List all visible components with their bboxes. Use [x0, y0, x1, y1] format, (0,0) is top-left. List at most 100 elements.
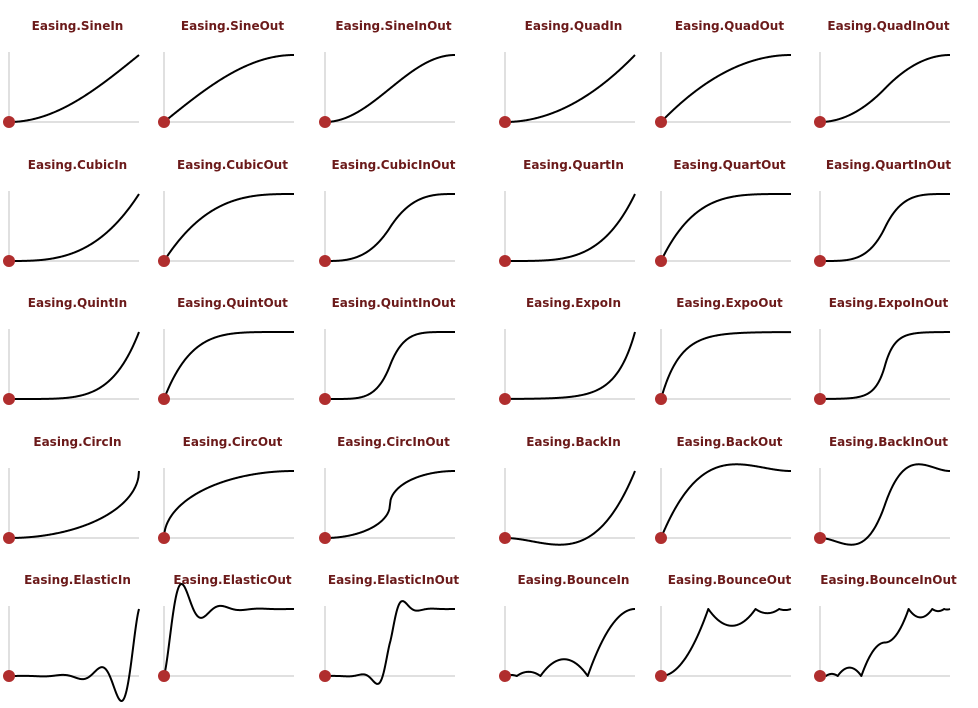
easing-chart-expoinout: Easing.ExpoInOut: [811, 277, 966, 415]
easing-plot: [814, 606, 951, 682]
easing-curve: [163, 54, 295, 123]
easing-chart-elasticout: Easing.ElasticOut: [155, 554, 310, 692]
easing-chart-quintin: Easing.QuintIn: [0, 277, 155, 415]
start-marker: [319, 670, 331, 682]
easing-plot: [499, 468, 636, 546]
start-marker: [655, 255, 667, 267]
start-marker: [3, 393, 15, 405]
easing-plot: [814, 52, 951, 128]
easing-plot: [814, 191, 951, 267]
start-marker: [655, 393, 667, 405]
easing-chart-quadin: Easing.QuadIn: [496, 0, 651, 138]
easing-plot: [499, 191, 636, 267]
easing-plot: [3, 606, 140, 702]
start-marker: [319, 532, 331, 544]
easing-plot: [814, 329, 951, 405]
easing-plot: [499, 329, 636, 405]
chart-title: Easing.QuartInOut: [825, 158, 952, 172]
easing-chart-quartin: Easing.QuartIn: [496, 139, 651, 277]
easing-chart-quintinout: Easing.QuintInOut: [316, 277, 471, 415]
start-marker: [319, 255, 331, 267]
easing-curve: [504, 470, 636, 546]
chart-title: Easing.QuadIn: [524, 19, 623, 33]
easing-curve: [8, 470, 140, 539]
chart-title: Easing.SineIn: [31, 19, 124, 33]
chart-title: Easing.ElasticInOut: [327, 573, 460, 587]
easing-chart-sineout: Easing.SineOut: [155, 0, 310, 138]
easing-plot: [158, 583, 295, 682]
easing-chart-sineinout: Easing.SineInOut: [316, 0, 471, 138]
start-marker: [814, 255, 826, 267]
start-marker: [3, 670, 15, 682]
start-marker: [158, 255, 170, 267]
chart-title: Easing.BounceInOut: [820, 573, 957, 587]
easing-plot: [655, 463, 792, 544]
easing-curve: [504, 608, 636, 677]
easing-chart-elasticinout: Easing.ElasticInOut: [316, 554, 471, 692]
chart-title: Easing.QuadInOut: [827, 19, 950, 33]
chart-title: Easing.CubicInOut: [331, 158, 456, 172]
easing-curve: [660, 193, 792, 262]
start-marker: [158, 532, 170, 544]
easing-plot: [158, 52, 295, 128]
start-marker: [158, 393, 170, 405]
easing-chart-backout: Easing.BackOut: [652, 416, 807, 554]
easing-chart-bounceinout: Easing.BounceInOut: [811, 554, 966, 692]
easing-chart-backin: Easing.BackIn: [496, 416, 651, 554]
easing-plot: [655, 329, 792, 405]
easing-curve: [8, 193, 140, 262]
easing-plot: [319, 600, 456, 685]
easing-curve: [324, 470, 456, 539]
easing-curve: [819, 463, 951, 546]
chart-title: Easing.BounceIn: [517, 573, 630, 587]
easing-plot: [319, 191, 456, 267]
easing-plot: [3, 52, 140, 128]
easing-curve: [163, 331, 295, 400]
easing-chart-cubicinout: Easing.CubicInOut: [316, 139, 471, 277]
chart-title: Easing.SineOut: [180, 19, 285, 33]
start-marker: [3, 255, 15, 267]
chart-title: Easing.CircIn: [33, 435, 122, 449]
easing-chart-bounceout: Easing.BounceOut: [652, 554, 807, 692]
easing-curve: [504, 193, 636, 262]
chart-title: Easing.ExpoOut: [676, 296, 783, 310]
chart-title: Easing.BounceOut: [667, 573, 792, 587]
chart-title: Easing.ExpoIn: [525, 296, 622, 310]
easing-chart-circin: Easing.CircIn: [0, 416, 155, 554]
start-marker: [499, 393, 511, 405]
easing-plot: [158, 329, 295, 405]
easing-curve: [660, 54, 792, 123]
easing-curve: [163, 470, 295, 539]
start-marker: [499, 255, 511, 267]
easing-chart-quartout: Easing.QuartOut: [652, 139, 807, 277]
easing-plot: [3, 468, 140, 544]
start-marker: [3, 116, 15, 128]
chart-title: Easing.CubicIn: [27, 158, 128, 172]
easing-plot: [158, 468, 295, 544]
start-marker: [319, 116, 331, 128]
easing-curve: [324, 193, 456, 262]
easing-chart-quartinout: Easing.QuartInOut: [811, 139, 966, 277]
easing-curve: [660, 608, 792, 677]
easing-plot: [499, 52, 636, 128]
easing-plot: [499, 606, 636, 682]
easing-curve: [8, 608, 140, 702]
easing-curve: [324, 600, 456, 685]
easing-chart-backinout: Easing.BackInOut: [811, 416, 966, 554]
easing-plot: [319, 468, 456, 544]
easing-curve: [324, 331, 456, 400]
start-marker: [3, 532, 15, 544]
easing-curve: [660, 463, 792, 539]
chart-title: Easing.QuadOut: [674, 19, 785, 33]
easing-curve: [504, 331, 636, 400]
easing-plot: [655, 52, 792, 128]
easing-chart-circout: Easing.CircOut: [155, 416, 310, 554]
easing-plot: [655, 606, 792, 682]
easing-chart-cubicout: Easing.CubicOut: [155, 139, 310, 277]
easing-curve: [8, 331, 140, 400]
easing-plot: [814, 463, 951, 546]
easing-plot: [3, 329, 140, 405]
easing-chart-circinout: Easing.CircInOut: [316, 416, 471, 554]
start-marker: [655, 532, 667, 544]
